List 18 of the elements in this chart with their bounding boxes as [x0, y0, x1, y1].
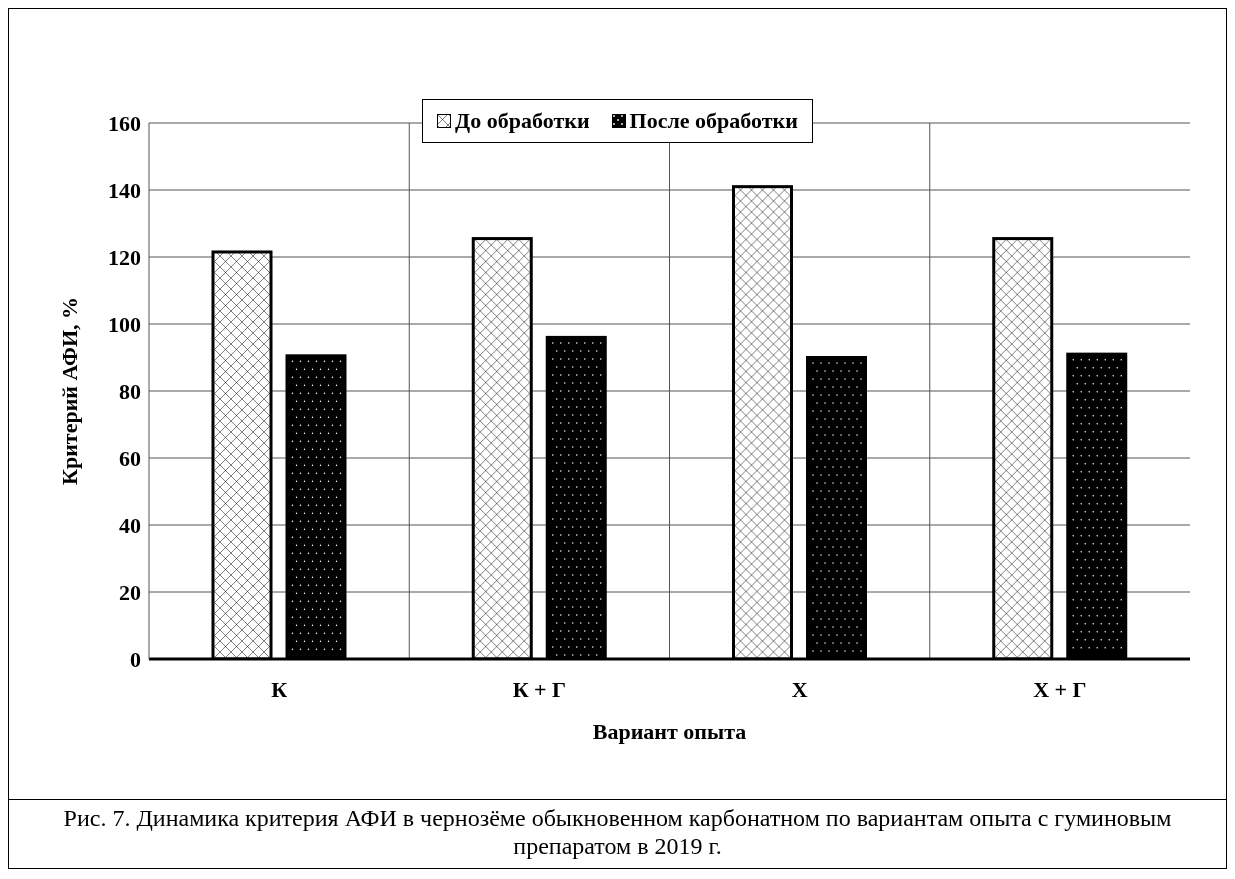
y-tick-label: 160 [108, 110, 141, 136]
x-axis-title: Вариант опыта [592, 719, 747, 744]
y-tick-label: 140 [108, 177, 141, 203]
y-tick-label: 40 [119, 512, 141, 538]
y-tick-label: 100 [108, 311, 141, 337]
y-tick-label: 0 [130, 646, 141, 672]
y-axis-title: Критерий АФИ, % [56, 296, 82, 486]
x-tick-label: К + Г [512, 676, 567, 702]
y-tick-label: 20 [119, 579, 141, 605]
text: Рис. 7. Динамика критерия АФИ в чернозёме обыкновенном карбонатном по вариантам опыта с гуминовым препаратом в 2019 г. [9, 799, 1226, 868]
legend-label: После обработки [628, 108, 798, 134]
x-tick-label: Х [791, 676, 808, 702]
y-tick-label: 60 [119, 445, 141, 471]
y-tick-label: 80 [119, 378, 141, 404]
x-tick-label: Х + Г [1033, 676, 1087, 702]
x-tick-label: К [271, 676, 288, 702]
y-tick-label: 120 [108, 244, 141, 270]
legend-label: До обработки [454, 108, 590, 134]
